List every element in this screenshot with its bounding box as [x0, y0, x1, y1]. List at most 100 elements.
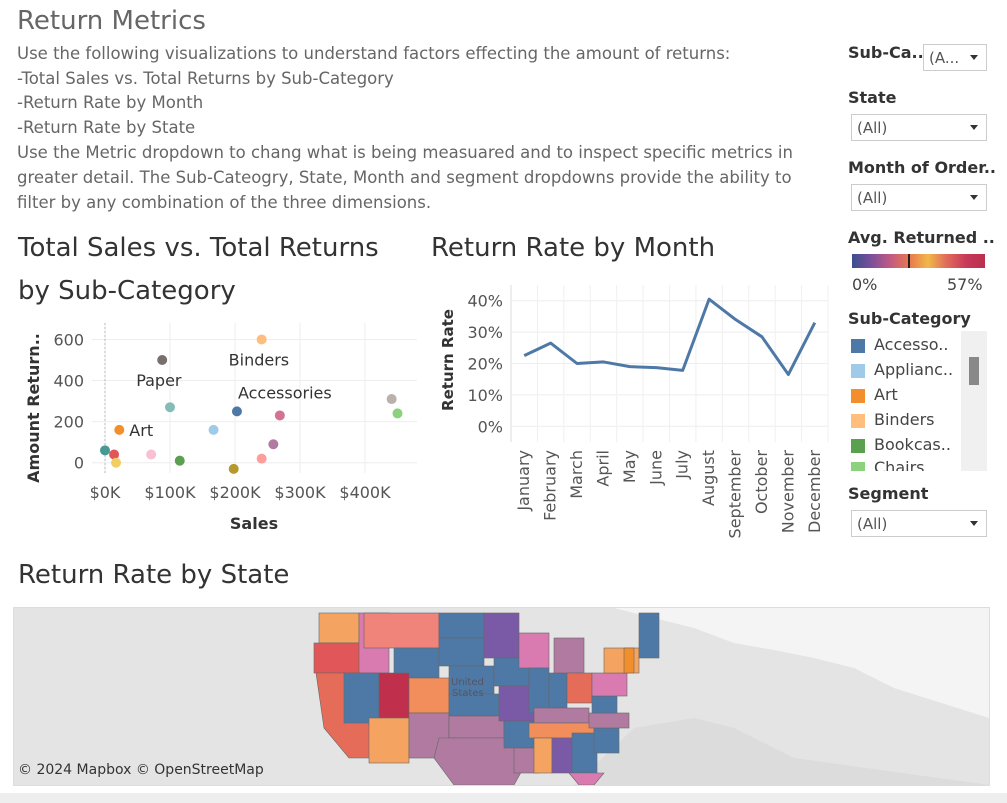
- scatter-point[interactable]: [386, 394, 397, 405]
- description-line: filter by any combination of the three d…: [17, 193, 432, 212]
- line-y-tick: 10%: [467, 386, 503, 405]
- chevron-down-icon: [970, 521, 978, 526]
- legend-swatch: [851, 414, 865, 428]
- state-montana[interactable]: [363, 612, 440, 649]
- scatter-point[interactable]: [114, 424, 125, 435]
- subcategory-legend-list[interactable]: Accesso.. Applianc.. Art Binders Bookcas…: [848, 331, 987, 471]
- state-south-carolina[interactable]: [593, 727, 620, 754]
- description-line: Use the Metric dropdown to chang what is…: [17, 143, 793, 162]
- state-oklahoma[interactable]: [448, 715, 505, 739]
- line-chart[interactable]: 0% 10% 20% 30% 40% January February March April…: [432, 280, 840, 545]
- state-north-carolina[interactable]: [588, 712, 630, 729]
- state-florida[interactable]: [568, 772, 605, 785]
- state-map[interactable]: United States: [13, 607, 990, 786]
- state-north-dakota[interactable]: [438, 612, 485, 639]
- subcategory-filter-dropdown[interactable]: (A...: [923, 44, 987, 71]
- footer-bar: [0, 793, 1007, 803]
- state-nebraska[interactable]: [448, 665, 495, 695]
- state-vermont[interactable]: [623, 647, 635, 674]
- scatter-point[interactable]: [268, 439, 279, 450]
- scatter-point[interactable]: [392, 408, 403, 419]
- map-canvas[interactable]: United States: [14, 608, 989, 785]
- canada-region: [614, 608, 989, 718]
- scatter-point[interactable]: [100, 445, 110, 456]
- state-nevada[interactable]: [343, 672, 380, 724]
- segment-filter-dropdown[interactable]: (All): [851, 510, 987, 537]
- line-y-axis-title: Return Rate: [439, 309, 457, 411]
- subcategory-legend-title: Sub-Category: [848, 309, 971, 328]
- description-line: -Total Sales vs. Total Returns by Sub-Ca…: [17, 69, 394, 88]
- scatter-x-tick: $100K: [144, 483, 196, 502]
- scatter-point-label: Accessories: [238, 383, 332, 402]
- scatter-point[interactable]: [165, 402, 175, 413]
- state-alabama[interactable]: [551, 737, 573, 774]
- segment-filter-value: (All): [857, 515, 888, 533]
- description-line: greater detail. The Sub-Cateogry, State,…: [17, 168, 792, 187]
- scatter-point[interactable]: [274, 410, 285, 421]
- legend-swatch: [851, 439, 865, 453]
- description-line: -Return Rate by Month: [17, 93, 204, 112]
- legend-swatch: [851, 339, 865, 353]
- color-legend-min: 0%: [852, 275, 878, 294]
- subcategory-filter-label: Sub-Ca..: [848, 43, 924, 62]
- state-washington[interactable]: [318, 612, 360, 644]
- scatter-point-label: Paper: [136, 371, 182, 390]
- scatter-point[interactable]: [231, 406, 242, 417]
- legend-item-label: Chairs: [874, 458, 925, 471]
- line-y-tick: 40%: [467, 292, 503, 311]
- state-virginia[interactable]: [591, 695, 618, 714]
- scatter-x-axis-title: Sales: [230, 514, 278, 533]
- description-line: -Return Rate by State: [17, 118, 196, 137]
- map-attribution: © 2024 Mapbox © OpenStreetMap: [18, 762, 264, 778]
- color-legend-max: 57%: [947, 275, 983, 294]
- line-x-tick: May: [620, 450, 639, 483]
- state-kentucky[interactable]: [533, 707, 590, 724]
- legend-item-label: Art: [874, 385, 898, 404]
- scatter-point[interactable]: [228, 463, 239, 474]
- state-ohio[interactable]: [566, 672, 593, 704]
- scatter-point[interactable]: [256, 334, 267, 345]
- line-x-tick: February: [541, 450, 560, 521]
- scatter-point[interactable]: [157, 354, 168, 365]
- state-filter-label: State: [848, 88, 897, 107]
- subcategory-filter-value: (A...: [929, 49, 960, 67]
- state-minnesota[interactable]: [483, 612, 520, 659]
- scatter-point-label: Art: [129, 421, 153, 440]
- state-michigan[interactable]: [553, 637, 585, 674]
- state-south-dakota[interactable]: [438, 637, 485, 667]
- line-title: Return Rate by Month: [431, 233, 716, 263]
- scatter-y-axis-title: Amount Return..: [24, 333, 43, 483]
- scatter-point[interactable]: [256, 453, 267, 464]
- ocean-region: [574, 718, 989, 785]
- state-mississippi[interactable]: [533, 737, 553, 774]
- state-illinois[interactable]: [528, 667, 550, 714]
- page-title: Return Metrics: [17, 6, 206, 36]
- state-arizona[interactable]: [368, 717, 410, 764]
- state-colorado[interactable]: [408, 677, 450, 714]
- state-maine[interactable]: [638, 612, 660, 659]
- line-x-tick: January: [514, 450, 533, 512]
- legend-scrollbar[interactable]: [961, 331, 987, 471]
- scatter-point[interactable]: [111, 457, 122, 468]
- scatter-point[interactable]: [146, 449, 157, 460]
- state-wisconsin[interactable]: [518, 632, 550, 669]
- legend-scrollbar-thumb[interactable]: [969, 357, 979, 385]
- state-filter-dropdown[interactable]: (All): [851, 114, 987, 141]
- scatter-point[interactable]: [109, 449, 120, 460]
- scatter-chart[interactable]: 0 200 400 600 $0K $100K $200K $300K $400K Access…: [15, 318, 425, 538]
- scatter-point[interactable]: [208, 424, 219, 435]
- state-georgia[interactable]: [571, 732, 598, 774]
- state-utah[interactable]: [378, 672, 410, 719]
- state-oregon[interactable]: [313, 642, 365, 674]
- line-x-tick: October: [752, 450, 771, 514]
- return-rate-line[interactable]: [523, 297, 817, 376]
- line-y-tick: 30%: [467, 323, 503, 342]
- line-x-tick: September: [726, 450, 745, 539]
- scatter-y-tick: 400: [53, 372, 84, 391]
- map-title: Return Rate by State: [18, 560, 290, 590]
- state-pennsylvania[interactable]: [591, 672, 628, 697]
- scatter-point[interactable]: [174, 455, 185, 466]
- month-filter-dropdown[interactable]: (All): [851, 184, 987, 211]
- legend-item-label: Accesso..: [874, 335, 949, 354]
- state-indiana[interactable]: [548, 672, 568, 709]
